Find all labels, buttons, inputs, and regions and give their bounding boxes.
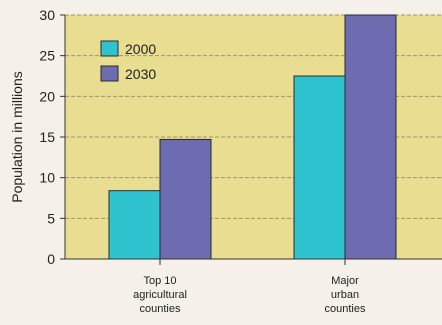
x-category-label-line: agricultural [133, 289, 187, 301]
bar-2030-1 [344, 14, 397, 260]
x-category-label-line: counties [325, 303, 366, 315]
legend-swatch-2000 [100, 40, 119, 57]
y-tick-label: 20 [39, 88, 55, 104]
y-tick-label: 10 [39, 170, 55, 186]
bars [108, 14, 397, 260]
x-category-label-line: Top 10 [143, 275, 176, 287]
bar-2000-0 [108, 190, 161, 260]
y-tick-label: 0 [47, 251, 55, 267]
legend-label-2030: 2030 [125, 66, 156, 82]
y-axis-title: Population in millions [9, 71, 25, 203]
y-tick-label: 30 [39, 7, 55, 23]
x-category-label: Top 10 agricultural counties [133, 275, 187, 315]
y-tick-label: 15 [39, 129, 55, 145]
bar-2030-0 [159, 138, 212, 260]
y-tick-labels: 0 5 10 15 20 25 30 [39, 7, 65, 267]
legend: 2000 2030 [100, 40, 156, 82]
x-category-label-line: counties [140, 303, 181, 315]
x-category-label-line: Major [331, 275, 359, 287]
x-category-label: Major urban counties [325, 275, 366, 315]
x-category-label-line: urban [331, 289, 359, 301]
legend-swatch-2030 [100, 65, 119, 82]
y-tick-label: 25 [39, 48, 55, 64]
y-tick-label: 5 [47, 210, 55, 226]
bar-2000-1 [293, 75, 346, 260]
category-labels: Top 10 agricultural counties Major urban coun… [133, 275, 366, 315]
legend-label-2000: 2000 [125, 41, 156, 57]
